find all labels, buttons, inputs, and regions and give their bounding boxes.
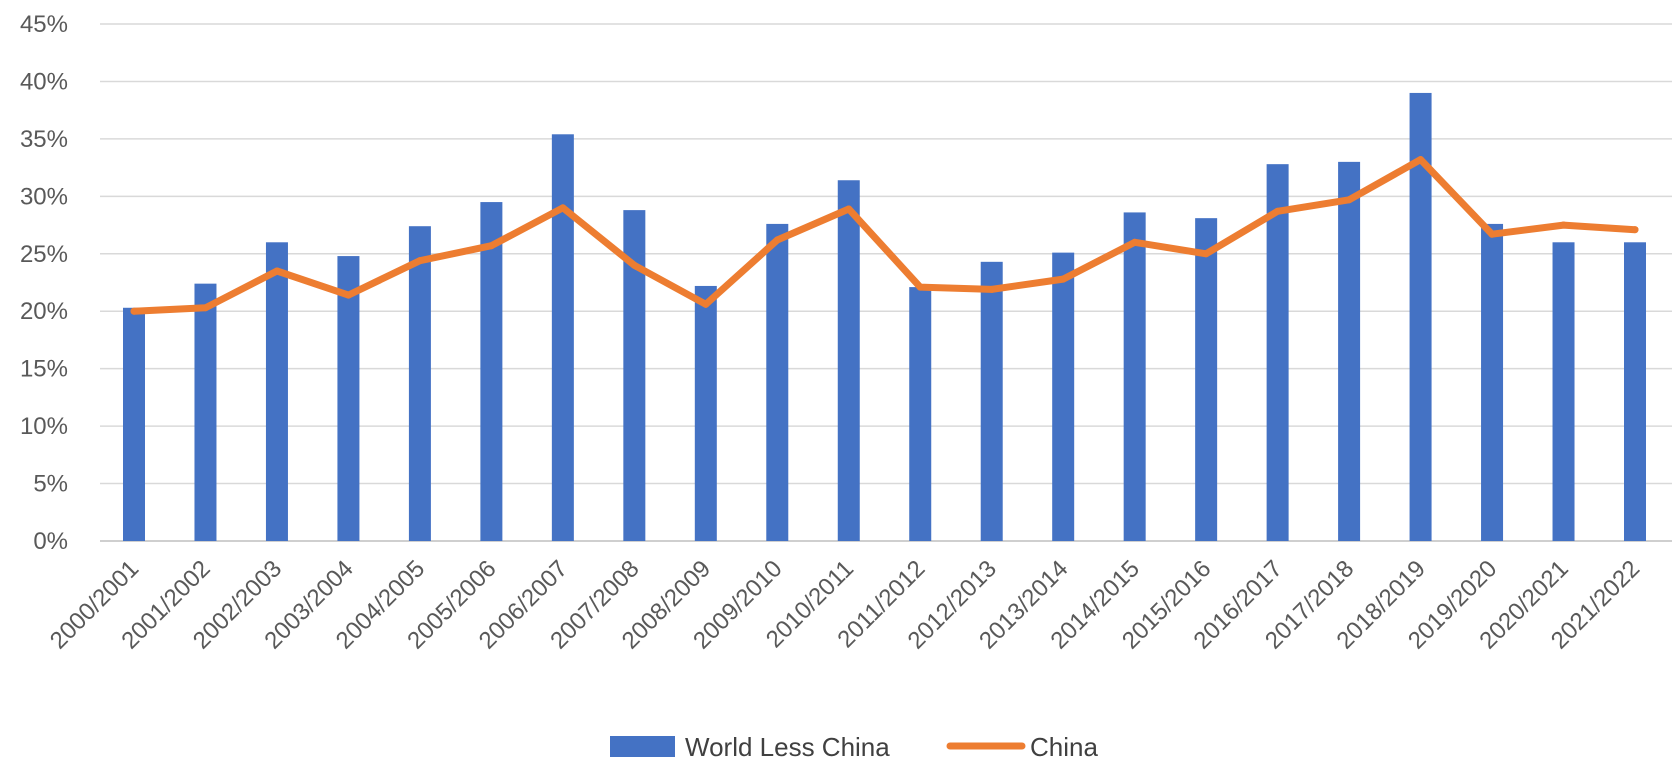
line-series-china: [130, 156, 1639, 315]
bar: [551, 134, 574, 541]
china-line: [130, 156, 1639, 315]
bar: [123, 307, 145, 541]
bar: [1195, 218, 1218, 541]
line-point: [1631, 226, 1639, 234]
line-point: [1345, 196, 1353, 204]
bar: [909, 287, 932, 541]
legend-label-world-less-china: World Less China: [685, 732, 890, 760]
bar: [408, 226, 431, 541]
line-point: [416, 257, 424, 265]
y-tick-label: 35%: [20, 126, 68, 153]
y-tick-label: 45%: [20, 11, 68, 38]
bar: [837, 180, 860, 541]
line-point: [1417, 156, 1425, 164]
bar: [265, 242, 288, 542]
line-point: [273, 267, 281, 275]
line-point: [630, 261, 638, 269]
bar: [1481, 223, 1504, 541]
line-point: [130, 307, 138, 315]
bar: [694, 285, 717, 541]
y-tick-label: 10%: [20, 413, 68, 440]
line-point: [344, 291, 352, 299]
line-point: [702, 300, 710, 308]
line-point: [988, 285, 996, 293]
y-axis-tick-labels: 0% 5% 10% 15% 20% 25% 30% 35% 40% 45%: [20, 11, 68, 555]
bar: [623, 210, 646, 541]
y-tick-label: 25%: [20, 241, 68, 268]
bar: [1338, 161, 1361, 541]
bar: [194, 283, 217, 541]
line-point: [1560, 221, 1568, 229]
y-tick-label: 15%: [20, 356, 68, 383]
line-point: [845, 205, 853, 213]
bar: [1266, 164, 1289, 542]
line-point: [1059, 275, 1067, 283]
line-point: [201, 304, 209, 312]
y-tick-label: 30%: [20, 183, 68, 210]
y-tick-label: 20%: [20, 298, 68, 325]
y-tick-label: 0%: [33, 528, 68, 555]
bar: [1409, 92, 1432, 541]
line-point: [1202, 250, 1210, 258]
legend-swatch-world-less-china: [610, 736, 675, 757]
legend-label-china: China: [1030, 732, 1098, 760]
bar: [1624, 242, 1646, 542]
bar: [337, 256, 360, 541]
x-axis-tick-labels: 2000/20012001/20022002/20032003/20042004…: [45, 555, 1645, 654]
y-tick-label: 5%: [33, 471, 68, 498]
bar: [766, 223, 789, 541]
line-point: [1274, 207, 1282, 215]
bar: [480, 202, 503, 542]
line-point: [487, 242, 495, 250]
legend: World Less China China: [610, 732, 1098, 760]
line-point: [773, 236, 781, 244]
y-tick-label: 40%: [20, 68, 68, 95]
line-point: [916, 283, 924, 291]
line-point: [559, 204, 567, 212]
line-point: [1488, 230, 1496, 238]
bar-series-world-less-china: [123, 92, 1646, 542]
bar: [980, 261, 1003, 541]
bar: [1552, 242, 1575, 542]
bar: [1052, 252, 1075, 541]
grid-lines: [100, 23, 1672, 542]
line-point: [1131, 238, 1139, 246]
bar: [1123, 212, 1146, 541]
